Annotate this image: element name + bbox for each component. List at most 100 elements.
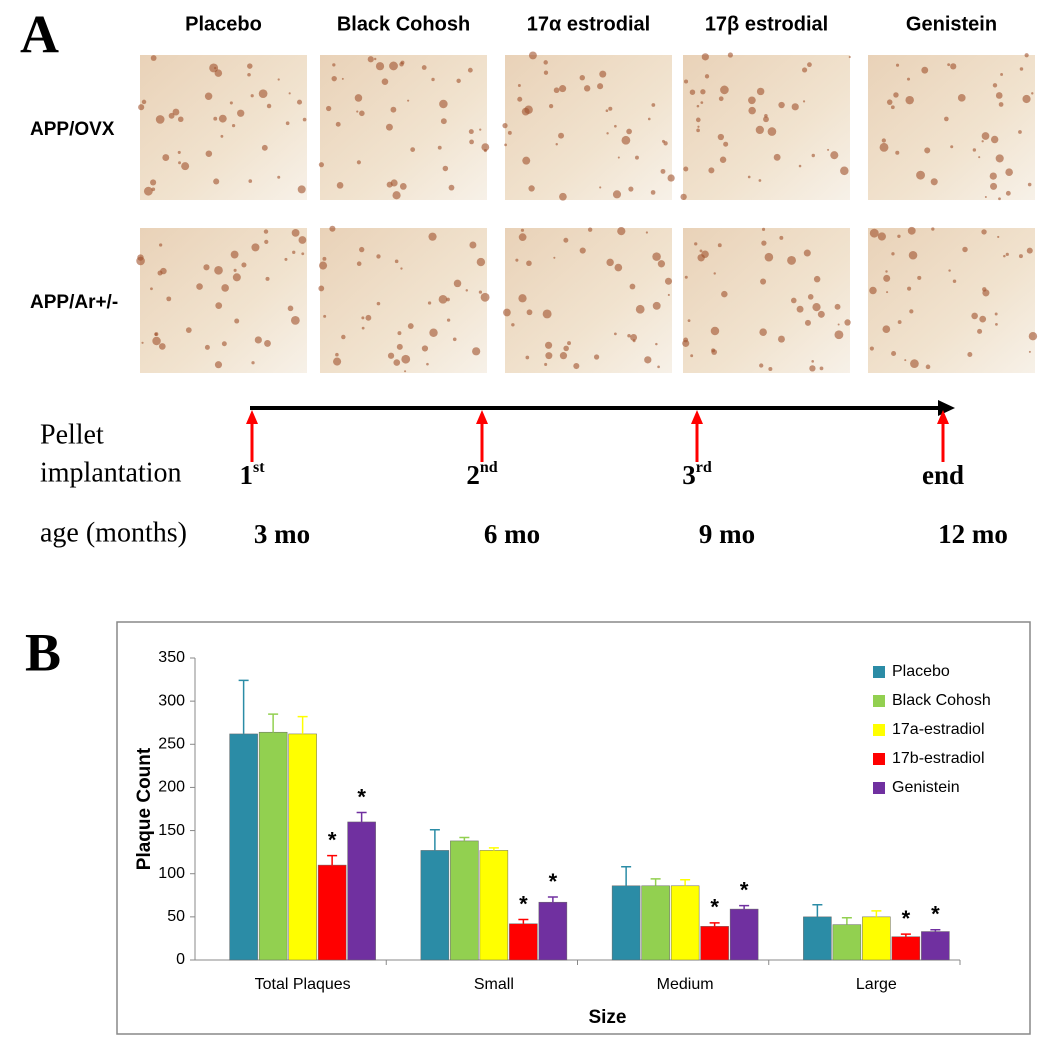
plaque-stain	[468, 129, 474, 135]
micrograph	[140, 55, 307, 200]
plaque-stain	[879, 142, 889, 152]
plaque-stain	[897, 234, 901, 239]
plaque-stain	[804, 319, 811, 326]
plaque-stain	[141, 341, 144, 344]
plaque-stain	[401, 354, 411, 364]
plaque-stain	[399, 183, 407, 190]
significance-marker: *	[519, 891, 528, 916]
plaque-stain	[696, 104, 700, 108]
pellet-label: 1st	[239, 459, 265, 491]
plaque-stain	[150, 287, 153, 291]
micrograph	[320, 228, 487, 373]
y-tick-label: 0	[176, 951, 185, 968]
plaque-stain	[356, 160, 361, 165]
plaque-stain	[361, 316, 365, 320]
plaque-stain	[168, 112, 175, 119]
row-label: APP/Ar+/-	[30, 292, 118, 313]
plaque-stain	[1000, 73, 1004, 76]
x-tick-label: Small	[474, 976, 514, 993]
plaque-stain	[465, 289, 469, 292]
bar	[258, 731, 288, 961]
plaque-stain	[567, 341, 571, 346]
plaque-stain	[467, 67, 473, 73]
age-label: 6 mo	[484, 519, 540, 549]
plaque-stain	[773, 153, 781, 161]
plaque-stain	[699, 249, 703, 253]
micrograph	[683, 228, 850, 373]
plaque-stain	[819, 366, 824, 371]
plaque-stain	[869, 346, 874, 351]
plaque-stain	[1031, 92, 1034, 95]
column-header: 17β estrodial	[705, 13, 828, 35]
micrograph	[320, 55, 487, 200]
plaque-stain	[205, 150, 213, 158]
plaque-stain	[652, 252, 661, 261]
plaque-stain	[1005, 252, 1009, 256]
plaque-stain	[397, 331, 402, 336]
plaque-stain	[503, 308, 511, 317]
bar	[509, 923, 538, 961]
plaque-stain	[231, 124, 236, 128]
plaque-stain	[429, 328, 438, 337]
plaque-stain	[376, 254, 381, 259]
plaque-stain	[407, 99, 410, 102]
error-bar	[429, 828, 440, 851]
plaque-stain	[254, 336, 262, 344]
pellet-ordinal: st	[253, 459, 265, 476]
panel-label: B	[25, 622, 61, 682]
plaque-stain	[518, 294, 527, 303]
plaque-stain	[796, 305, 804, 313]
plaque-stain	[542, 309, 552, 319]
plaque-stain	[385, 123, 393, 131]
plaque-stain	[998, 102, 1004, 107]
plaque-stain	[869, 228, 879, 238]
y-tick-label: 250	[158, 736, 185, 753]
plaque-stain	[185, 327, 192, 334]
x-axis-label: Size	[588, 1007, 626, 1028]
plaque-stain	[621, 135, 631, 145]
plaque-stain	[229, 101, 233, 105]
plaque-stain	[322, 256, 327, 261]
plaque-stain	[178, 161, 181, 165]
plaque-stain	[301, 252, 305, 256]
plaque-stain	[277, 175, 281, 179]
plaque-stain	[635, 304, 645, 314]
plaque-stain	[543, 60, 548, 65]
plaque-stain	[890, 105, 895, 110]
plaque-stain	[518, 233, 527, 242]
plaque-stain	[907, 226, 916, 235]
error-bar	[621, 866, 632, 886]
bar	[347, 821, 376, 961]
plaque-stain	[333, 357, 342, 366]
plaque-stain	[614, 124, 617, 128]
plaque-stain	[967, 352, 973, 357]
significance-marker: *	[328, 827, 337, 852]
plaque-stain	[680, 193, 687, 201]
y-axis-label: Plaque Count	[134, 747, 155, 870]
plaque-stain	[481, 143, 490, 152]
significance-marker: *	[902, 906, 911, 931]
error-bar	[238, 679, 249, 734]
pellet-number: 2	[466, 460, 480, 490]
plaque-stain	[947, 63, 951, 67]
plaque-stain	[218, 114, 227, 123]
plaque-stain	[651, 103, 656, 107]
significance-marker: *	[931, 902, 940, 927]
plaque-stain	[891, 252, 895, 256]
plaque-stain	[151, 187, 156, 192]
plaque-stain	[1022, 94, 1031, 104]
bar	[921, 931, 950, 961]
plaque-stain	[791, 103, 799, 111]
plaque-stain	[764, 252, 774, 262]
plaque-stain	[1005, 168, 1013, 177]
plaque-stain	[802, 67, 808, 73]
plaque-stain	[203, 264, 210, 271]
plaque-stain	[979, 315, 987, 323]
plaque-stain	[704, 74, 710, 79]
legend-swatch	[873, 666, 885, 678]
plaque-stain	[296, 99, 303, 105]
plaque-stain	[318, 285, 325, 292]
error-bar	[488, 847, 499, 851]
error-bar	[739, 904, 750, 910]
plaque-stain	[437, 145, 442, 150]
